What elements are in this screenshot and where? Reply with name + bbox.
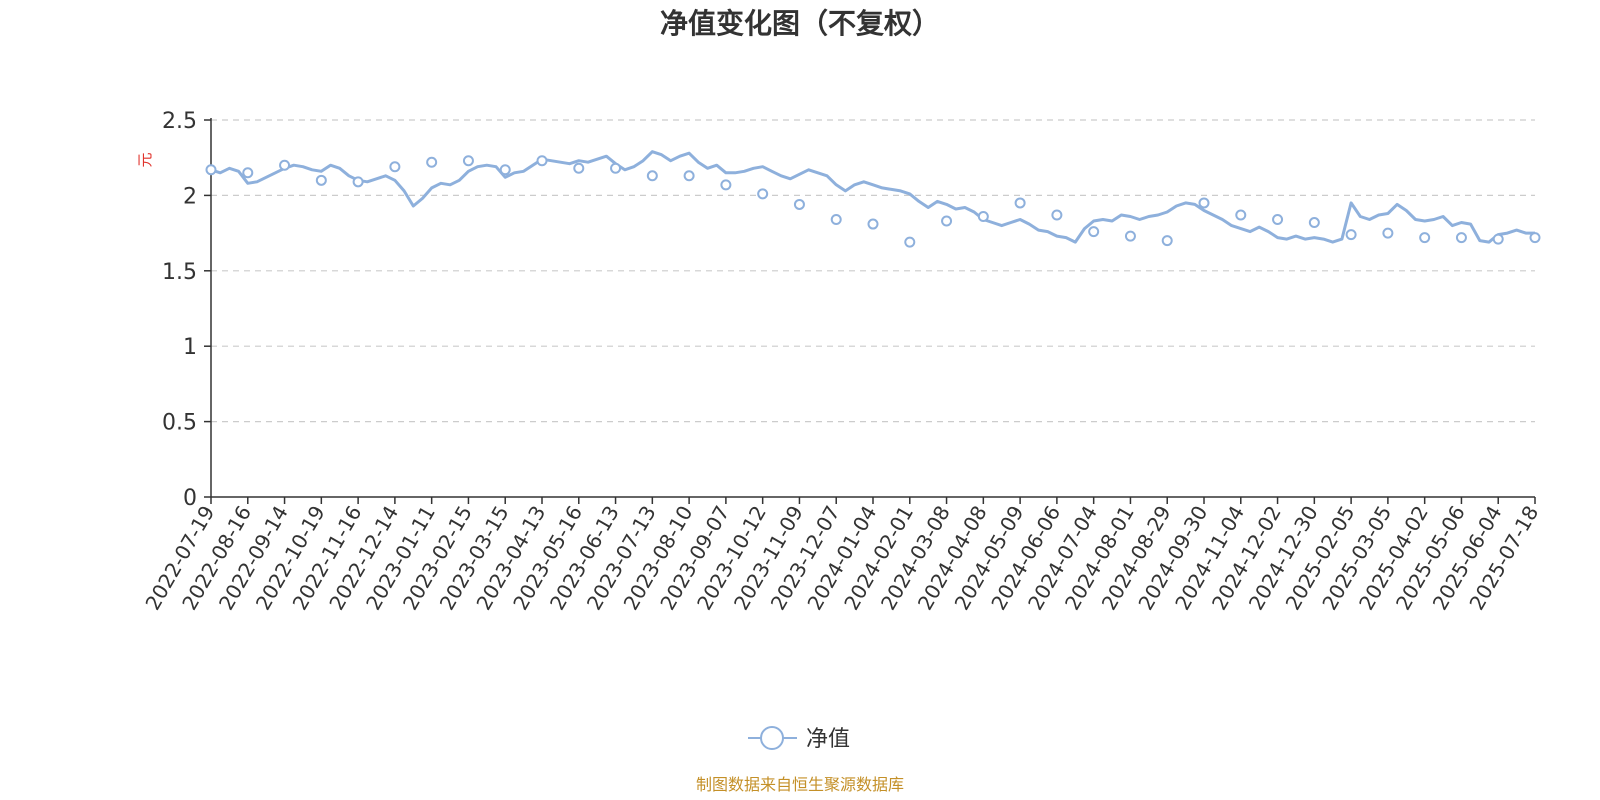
data-point[interactable] [536, 155, 548, 167]
source-note: 制图数据来自恒生聚源数据库 [696, 775, 904, 794]
data-point[interactable] [242, 167, 254, 179]
series-line [210, 150, 1535, 244]
data-point[interactable] [1014, 197, 1026, 209]
data-point[interactable] [610, 162, 622, 174]
data-point[interactable] [1235, 209, 1247, 221]
data-point[interactable] [279, 159, 291, 171]
data-point[interactable] [793, 198, 805, 210]
data-point[interactable] [1088, 226, 1100, 238]
y-tick-label: 2.5 [162, 109, 197, 134]
data-point[interactable] [757, 188, 769, 200]
data-point[interactable] [720, 179, 732, 191]
data-point[interactable] [462, 155, 474, 167]
y-axis-label: 元 [136, 152, 154, 167]
series-layer [205, 150, 1541, 248]
data-point[interactable] [389, 161, 401, 173]
data-point[interactable] [1051, 209, 1063, 221]
data-point[interactable] [904, 236, 916, 248]
legend-label: 净值 [806, 727, 850, 752]
chart-title: 净值变化图（不复权） [660, 7, 940, 40]
data-point[interactable] [1161, 235, 1173, 247]
data-point[interactable] [683, 170, 695, 182]
data-point[interactable] [205, 164, 217, 176]
data-point[interactable] [1529, 232, 1541, 244]
y-tick-label: 1 [183, 335, 197, 360]
y-axis: 0 0.5 1 1.5 2 2.5 [162, 109, 212, 511]
data-point[interactable] [1345, 229, 1357, 241]
data-point[interactable] [573, 162, 585, 174]
x-axis: 2022-07-192022-08-162022-09-142022-10-19… [140, 496, 1543, 614]
data-point[interactable] [426, 156, 438, 168]
grid-lines [211, 119, 1535, 423]
data-point[interactable] [1419, 232, 1431, 244]
legend[interactable]: 净值 [748, 726, 850, 752]
legend-marker-icon [760, 726, 784, 750]
data-point[interactable] [830, 214, 842, 226]
data-point[interactable] [1492, 233, 1504, 245]
y-tick-label: 1.5 [162, 260, 197, 285]
data-point[interactable] [1198, 197, 1210, 209]
data-point[interactable] [1382, 227, 1394, 239]
data-point[interactable] [1272, 214, 1284, 226]
y-tick-label: 0 [183, 486, 197, 511]
data-point[interactable] [315, 174, 327, 186]
data-point[interactable] [941, 215, 953, 227]
data-point[interactable] [1308, 217, 1320, 229]
data-point[interactable] [977, 211, 989, 223]
data-point[interactable] [646, 170, 658, 182]
y-tick-label: 0.5 [162, 411, 197, 436]
data-point[interactable] [1455, 232, 1467, 244]
data-point[interactable] [1124, 230, 1136, 242]
data-point[interactable] [352, 176, 364, 188]
data-point[interactable] [499, 164, 511, 176]
data-point[interactable] [867, 218, 879, 230]
y-tick-label: 2 [183, 184, 197, 209]
